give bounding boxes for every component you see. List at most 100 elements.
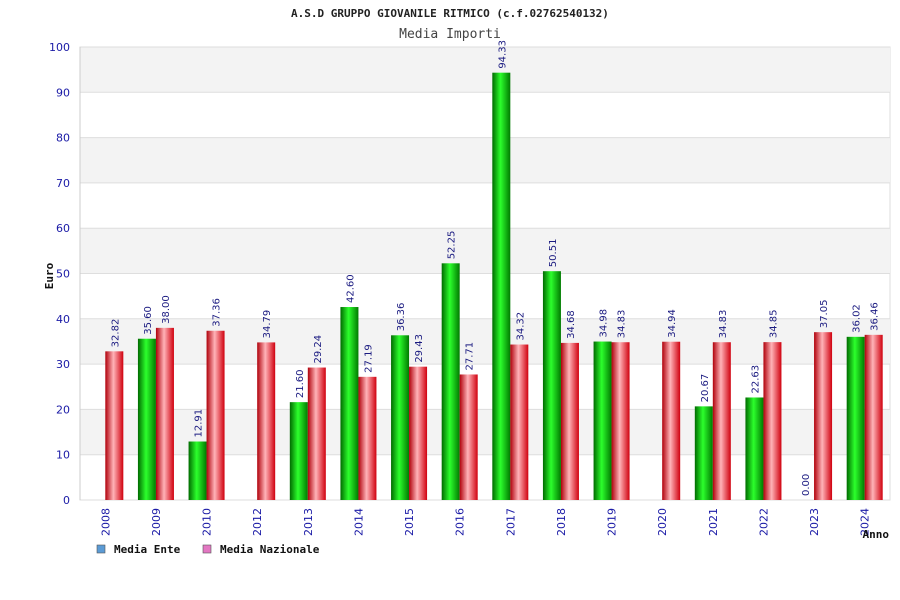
x-axis-label: Anno xyxy=(863,528,890,541)
y-tick-label: 90 xyxy=(56,86,70,99)
x-tick-label: 2008 xyxy=(99,508,112,536)
legend-swatch xyxy=(202,544,212,554)
data-label: 27.19 xyxy=(363,344,374,373)
data-label: 36.36 xyxy=(396,303,407,332)
y-axis-label: Euro xyxy=(43,262,56,289)
data-label: 32.82 xyxy=(110,319,121,348)
bar-media-ente xyxy=(188,441,207,500)
bar-media-nazionale xyxy=(662,341,681,500)
bar-media-nazionale xyxy=(712,342,731,500)
bar-media-nazionale xyxy=(155,327,174,500)
bar-media-nazionale xyxy=(257,342,276,500)
bar-media-ente xyxy=(492,72,511,501)
x-tick-label: 2012 xyxy=(251,508,264,536)
data-label: 34.68 xyxy=(566,310,577,339)
data-label: 20.67 xyxy=(700,374,711,403)
bar-media-ente xyxy=(542,271,561,500)
x-tick-label: 2022 xyxy=(757,508,770,536)
x-tick-label: 2021 xyxy=(707,508,720,536)
y-tick-label: 70 xyxy=(56,177,70,190)
x-tick-label: 2023 xyxy=(808,508,821,536)
data-label: 36.46 xyxy=(870,302,881,331)
data-label: 34.32 xyxy=(515,312,526,341)
x-tick-label: 2020 xyxy=(656,508,669,536)
x-tick-label: 2015 xyxy=(403,508,416,536)
bar-media-ente xyxy=(289,402,308,500)
data-label: 34.98 xyxy=(599,309,610,338)
data-label: 37.36 xyxy=(212,298,223,327)
bar-media-nazionale xyxy=(611,342,630,500)
data-label: 34.94 xyxy=(667,309,678,338)
data-label: 21.60 xyxy=(295,370,306,399)
bar-media-nazionale xyxy=(206,330,225,500)
bar-media-ente xyxy=(441,263,460,500)
bar-media-nazionale xyxy=(358,376,377,500)
x-tick-label: 2016 xyxy=(454,508,467,536)
bar-media-nazionale xyxy=(864,334,883,500)
bar-media-ente xyxy=(846,336,865,500)
data-label: 12.91 xyxy=(194,409,205,438)
data-label: 34.85 xyxy=(768,309,779,338)
data-label: 42.60 xyxy=(345,274,356,303)
legend-label: Media Ente xyxy=(114,543,181,556)
x-axis-ticks: 2008 2009 2010 2012 2013 2014 2015 2016 2017 2018… xyxy=(99,508,871,536)
y-tick-label: 50 xyxy=(56,268,70,281)
bar-media-nazionale xyxy=(763,342,782,500)
legend-swatch xyxy=(96,544,106,554)
data-label: 27.71 xyxy=(465,342,476,371)
bar-media-ente xyxy=(340,307,359,500)
y-tick-label: 60 xyxy=(56,222,70,235)
chart-title: A.S.D GRUPPO GIOVANILE RITMICO (c.f.0276… xyxy=(291,7,609,20)
bar-media-nazionale xyxy=(459,374,478,500)
data-label: 52.25 xyxy=(447,231,458,260)
bar-media-ente xyxy=(694,406,713,500)
data-label: 37.05 xyxy=(819,300,830,329)
bar-media-nazionale xyxy=(105,351,124,500)
grid-band xyxy=(80,137,890,183)
x-tick-label: 2017 xyxy=(504,508,517,536)
grid-band xyxy=(80,47,890,93)
x-tick-label: 2013 xyxy=(302,508,315,536)
bar-media-nazionale xyxy=(510,344,529,500)
y-tick-label: 40 xyxy=(56,313,70,326)
x-tick-label: 2018 xyxy=(555,508,568,536)
bar-media-ente xyxy=(593,341,612,500)
y-axis-ticks: 0 10 20 30 40 50 60 70 80 90 100 xyxy=(49,41,70,507)
bar-media-nazionale xyxy=(409,366,428,500)
data-label: 22.63 xyxy=(750,365,761,394)
data-label: 34.83 xyxy=(617,310,628,339)
y-tick-label: 30 xyxy=(56,358,70,371)
data-label: 38.00 xyxy=(161,295,172,324)
grid-band xyxy=(80,228,890,274)
bar-media-ente xyxy=(745,397,764,500)
bar-media-ente xyxy=(391,335,410,500)
data-label: 34.83 xyxy=(718,310,729,339)
legend: Media Ente Media Nazionale xyxy=(96,543,320,556)
data-labels-group: 32.82 35.60 38.00 12.91 37.36 34.79 21.60 29.24… xyxy=(110,40,880,496)
data-label: 94.33 xyxy=(497,40,508,69)
data-label: 35.60 xyxy=(143,306,154,335)
y-tick-label: 20 xyxy=(56,403,70,416)
data-label: 29.43 xyxy=(414,334,425,363)
data-label: 0.00 xyxy=(801,474,812,496)
bar-media-nazionale xyxy=(814,332,833,500)
legend-label: Media Nazionale xyxy=(220,543,320,556)
data-label: 34.79 xyxy=(262,310,273,339)
data-label: 36.02 xyxy=(852,304,863,333)
bars-group xyxy=(105,72,883,501)
x-tick-label: 2014 xyxy=(352,508,365,536)
y-tick-label: 100 xyxy=(49,41,70,54)
data-label: 29.24 xyxy=(313,335,324,364)
bar-media-nazionale xyxy=(307,367,326,500)
y-tick-label: 10 xyxy=(56,449,70,462)
data-label: 50.51 xyxy=(548,239,559,268)
x-tick-label: 2024 xyxy=(859,508,872,536)
x-tick-label: 2009 xyxy=(150,508,163,536)
chart-subtitle: Media Importi xyxy=(399,27,501,42)
y-tick-label: 0 xyxy=(63,494,70,507)
x-tick-label: 2019 xyxy=(606,508,619,536)
bar-media-ente xyxy=(137,338,156,500)
x-tick-label: 2010 xyxy=(201,508,214,536)
y-tick-label: 80 xyxy=(56,132,70,145)
